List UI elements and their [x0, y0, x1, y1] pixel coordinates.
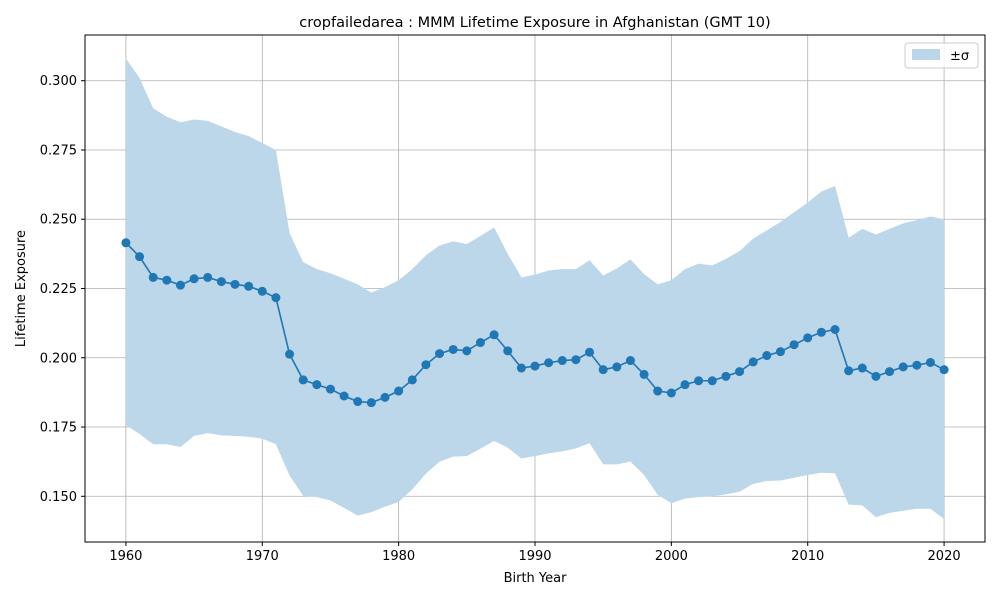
y-axis: 0.150 0.175 0.200 0.225 0.250 0.275 0.300 — [40, 74, 85, 505]
data-point — [939, 365, 949, 375]
data-point — [394, 386, 404, 396]
data-point — [230, 279, 240, 289]
data-point — [285, 349, 295, 359]
data-point — [844, 366, 854, 376]
data-point — [421, 360, 431, 370]
legend-swatch — [912, 49, 940, 60]
y-tick-label: 0.275 — [40, 143, 77, 158]
data-point — [898, 362, 908, 372]
data-point — [298, 375, 308, 385]
data-point — [544, 358, 554, 368]
data-point — [653, 386, 663, 396]
y-tick-label: 0.200 — [40, 351, 77, 366]
data-point — [735, 367, 745, 377]
data-point — [462, 346, 472, 356]
data-point — [803, 333, 813, 343]
legend-label: ±σ — [950, 49, 969, 64]
data-point — [216, 277, 226, 287]
data-point — [189, 274, 199, 284]
x-tick-label: 2020 — [928, 549, 961, 564]
data-point — [475, 338, 485, 348]
data-point — [203, 272, 213, 282]
data-point — [325, 384, 335, 394]
y-axis-label: Lifetime Exposure — [14, 230, 29, 347]
std-band-area — [125, 58, 945, 520]
data-point — [448, 344, 458, 354]
std-band — [125, 58, 945, 520]
data-point — [925, 357, 935, 367]
data-point — [871, 371, 881, 381]
data-point — [135, 252, 145, 262]
data-point — [789, 340, 799, 350]
series-points — [121, 238, 949, 408]
data-point — [571, 355, 581, 365]
y-tick-label: 0.300 — [40, 74, 77, 89]
data-point — [639, 369, 649, 379]
y-tick-label: 0.225 — [40, 282, 77, 297]
data-point — [435, 349, 445, 359]
data-point — [530, 361, 540, 371]
data-point — [312, 380, 322, 390]
y-tick-label: 0.175 — [40, 421, 77, 436]
x-tick-label: 2010 — [791, 549, 824, 564]
x-tick-label: 1990 — [518, 549, 551, 564]
data-point — [830, 325, 840, 335]
data-point — [121, 238, 131, 248]
chart-title: cropfailedarea : MMM Lifetime Exposure i… — [299, 15, 770, 31]
data-point — [244, 281, 254, 291]
data-point — [380, 392, 390, 402]
x-tick-label: 1960 — [109, 549, 142, 564]
data-point — [912, 360, 922, 370]
data-point — [257, 286, 267, 296]
data-point — [585, 347, 595, 357]
y-tick-label: 0.250 — [40, 213, 77, 228]
data-point — [694, 376, 704, 386]
data-point — [175, 280, 185, 290]
y-tick-label: 0.150 — [40, 490, 77, 505]
data-point — [407, 375, 417, 385]
data-point — [353, 397, 363, 407]
data-point — [503, 346, 513, 356]
data-point — [707, 376, 717, 386]
data-point — [162, 275, 172, 285]
data-point — [775, 347, 785, 357]
data-point — [557, 356, 567, 366]
data-point — [680, 380, 690, 390]
x-tick-label: 2000 — [655, 549, 688, 564]
data-point — [339, 391, 349, 401]
data-point — [148, 272, 158, 282]
x-tick-label: 1970 — [246, 549, 279, 564]
data-point — [625, 356, 635, 366]
data-point — [748, 357, 758, 367]
x-axis-label: Birth Year — [504, 571, 568, 586]
x-axis: 1960 1970 1980 1990 2000 2010 2020 — [109, 542, 961, 564]
data-point — [271, 293, 281, 303]
data-point — [816, 327, 826, 337]
data-point — [516, 363, 526, 373]
x-tick-label: 1980 — [382, 549, 415, 564]
data-point — [489, 330, 499, 340]
data-point — [762, 351, 772, 361]
legend: ±σ — [904, 42, 979, 69]
data-point — [598, 365, 608, 375]
data-point — [366, 398, 376, 408]
data-point — [666, 388, 676, 398]
data-point — [885, 367, 895, 377]
data-point — [721, 371, 731, 381]
data-point — [612, 362, 622, 372]
data-point — [857, 363, 867, 373]
